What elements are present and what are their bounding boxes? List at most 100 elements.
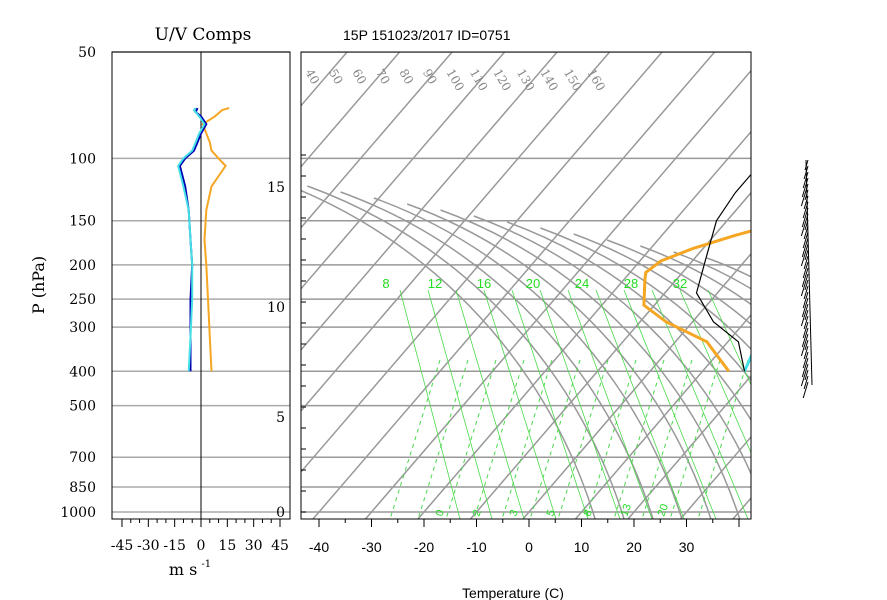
moist-adiabat	[669, 359, 721, 519]
wind-barb	[804, 369, 809, 381]
wind-barb	[800, 363, 809, 387]
theta-label: 40	[302, 67, 322, 87]
wind-barb	[804, 249, 809, 261]
wind-barb	[804, 279, 809, 291]
wind-barb	[804, 219, 809, 231]
dry-adiabat	[673, 251, 751, 290]
moist-adiabat	[641, 359, 693, 519]
height-tick-label: 5	[276, 410, 285, 426]
mixing-ratio-label: 24	[575, 276, 589, 291]
theta-label: 60	[349, 67, 369, 87]
wind-panel-title: U/V Comps	[155, 25, 252, 45]
wind-barb	[802, 291, 809, 309]
wind-component-series	[177, 107, 230, 372]
mixing-ratio-line	[539, 289, 621, 519]
pressure-tick-label: 200	[69, 258, 96, 274]
isotherm	[301, 52, 663, 474]
sounding-profiles	[642, 173, 751, 373]
pressure-axis-label: P (hPa)	[29, 256, 48, 314]
theta-label: 110	[467, 67, 491, 94]
wind-barb	[802, 231, 809, 249]
wind-barb	[801, 327, 809, 348]
isotherm	[301, 52, 401, 168]
dry-adiabat	[406, 203, 712, 519]
moist-adiabat-label: 20	[656, 502, 671, 518]
speed-tick-label: 15	[218, 538, 236, 554]
mixing-ratio-line	[651, 289, 749, 519]
temperature-tick-label: 0	[525, 539, 533, 555]
theta-label: 120	[490, 67, 514, 94]
moist-adiabat	[473, 359, 525, 519]
speed-ticks: -45 -30 -15 0 15 30 45	[111, 519, 289, 554]
temperature-tick-label: -20	[414, 539, 434, 555]
dry-adiabat	[573, 233, 751, 351]
sounding-line	[642, 229, 751, 373]
wind-barb	[803, 225, 809, 240]
temperature-tick-label: 20	[626, 539, 642, 555]
temperature-tick-label: -30	[361, 539, 381, 555]
speed-tick-label: 0	[197, 538, 206, 554]
isotherm	[312, 52, 716, 519]
height-tick-label: 0	[276, 505, 285, 521]
moist-adiabat-label: 2	[471, 508, 484, 518]
dry-adiabat	[473, 215, 751, 476]
wind-barb	[803, 195, 809, 210]
isotherm	[301, 52, 453, 229]
mixing-ratio-label: 20	[526, 276, 540, 291]
mixing-ratio-label: 16	[477, 276, 491, 291]
moist-adiabat	[417, 359, 469, 519]
skewt-title: 15P 151023/2017 ID=0751	[343, 27, 511, 43]
pressure-tick-label: 250	[69, 292, 96, 308]
theta-label: 150	[561, 67, 585, 94]
skewt-frame	[300, 51, 752, 520]
skewt-grid	[301, 52, 751, 519]
pressure-tick-label: 1000	[60, 505, 96, 521]
moist-adiabat	[697, 359, 749, 519]
theta-label: 80	[396, 67, 416, 87]
isotherm	[469, 191, 751, 519]
skewt-panel: 15P 151023/2017 ID=0751 40 50 60 70 80 90 100 1…	[267, 27, 752, 600]
wind-barb	[802, 171, 809, 189]
temperature-tick-label: -40	[309, 539, 329, 555]
wind-barb	[800, 183, 809, 207]
wind-barb	[802, 381, 809, 399]
mixing-ratio-line	[511, 289, 589, 519]
speed-tick-label: 45	[271, 538, 289, 554]
dry-adiabat	[373, 197, 683, 519]
isotherm	[627, 374, 751, 519]
moist-adiabat	[501, 359, 553, 519]
pressure-tick-label: 50	[78, 45, 96, 61]
wind-barb	[802, 321, 809, 339]
dry-adiabat	[506, 221, 751, 422]
moist-adiabat	[585, 359, 637, 519]
mixing-ratio-line	[567, 289, 653, 519]
wind-component-panel: U/V Comps 501001502002503004005007008501…	[29, 25, 291, 579]
isotherm	[574, 313, 751, 519]
wind-barb	[804, 309, 809, 321]
wind-barb	[802, 351, 809, 369]
isotherm	[417, 130, 751, 519]
moist-adiabat	[445, 359, 497, 519]
moist-adiabat	[613, 359, 665, 519]
isotherm	[301, 52, 558, 351]
wind-barb	[800, 273, 809, 297]
pressure-tick-label: 100	[69, 151, 96, 167]
isotherm	[301, 52, 348, 107]
pressure-tick-label: 850	[69, 480, 96, 496]
mixing-ratio-line	[455, 289, 525, 519]
mixing-ratio-label: 8	[382, 276, 389, 291]
moist-adiabat	[529, 359, 581, 519]
mixing-ratio-label: 32	[673, 276, 687, 291]
height-tick-label: 15	[267, 180, 285, 196]
theta-label: 130	[514, 67, 538, 94]
mixing-ratio-line	[679, 289, 751, 454]
dry-adiabat	[340, 191, 654, 519]
dry-adiabat	[640, 245, 751, 306]
wind-barb	[801, 357, 809, 378]
theta-label: 160	[584, 67, 608, 94]
wind-barb	[804, 339, 809, 351]
mixing-ratio-label: 28	[624, 276, 638, 291]
isotherm	[301, 52, 506, 290]
mixing-ratio-line	[595, 289, 685, 519]
